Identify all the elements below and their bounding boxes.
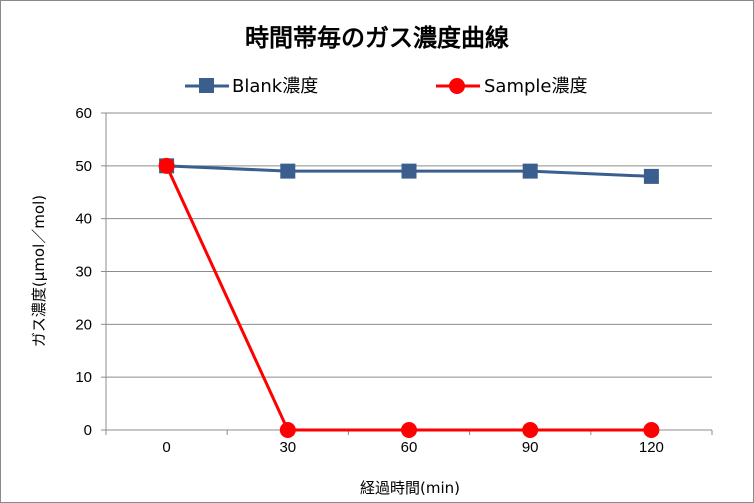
data-point-blank (522, 163, 538, 179)
y-tick-label: 10 (75, 369, 92, 386)
plot-area: 0 10 20 30 40 50 60 0 30 60 90 120 (75, 105, 713, 456)
x-tick-label: 60 (401, 439, 418, 456)
series-line-sample (165, 165, 652, 432)
y-tick-label: 40 (75, 211, 92, 228)
legend-blank-marker (199, 78, 214, 93)
data-point-sample (158, 157, 175, 174)
y-tick-label: 30 (75, 264, 92, 281)
data-point-sample (643, 422, 660, 438)
chart-title: 時間帯毎のガス濃度曲線 (245, 24, 509, 52)
x-tick-label: 120 (639, 439, 664, 456)
data-point-blank (401, 163, 417, 179)
data-point-sample (522, 422, 539, 438)
x-tick-label: 90 (522, 439, 539, 456)
legend-sample-label: Sample濃度 (484, 76, 588, 97)
data-point-sample (401, 422, 417, 438)
y-tick-label: 60 (75, 105, 92, 122)
y-tick-label: 0 (84, 422, 92, 439)
legend: Blank濃度 Sample濃度 (185, 76, 588, 97)
data-point-sample (279, 422, 296, 438)
y-axis-label: ガス濃度(μmol／mol) (30, 195, 48, 347)
data-point-blank (643, 168, 659, 184)
legend-blank-label: Blank濃度 (232, 76, 318, 97)
x-tick-label: 0 (162, 439, 170, 456)
y-tick-label: 50 (75, 158, 92, 175)
data-point-blank (280, 163, 296, 179)
y-tick-label: 20 (75, 316, 92, 333)
x-tick-label: 30 (279, 439, 296, 456)
x-axis-label: 経過時間(min) (360, 479, 460, 497)
legend-sample-marker (449, 78, 465, 94)
